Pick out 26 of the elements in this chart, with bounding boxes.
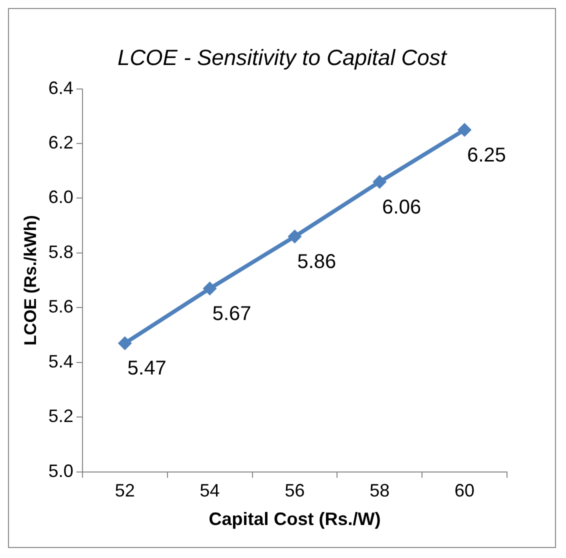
data-label: 5.47 (127, 358, 166, 380)
point (458, 122, 472, 137)
x-tick-label: 52 (114, 480, 135, 501)
y-tick-label: 6.2 (48, 132, 74, 152)
y-tick-label: 5.2 (48, 406, 74, 426)
point (118, 336, 132, 350)
data-label: 5.86 (297, 251, 336, 274)
x-tick-label: 58 (370, 480, 390, 501)
point (372, 174, 387, 189)
x-tick-label: 56 (284, 480, 305, 501)
data-label: 5.67 (212, 303, 252, 326)
y-tick-label: 5.0 (48, 460, 74, 481)
x-tick-label: 60 (454, 480, 475, 501)
point (288, 230, 302, 244)
y-tick-label: 5.6 (48, 296, 74, 317)
y-tick-label: 5.8 (48, 242, 74, 262)
y-tick-label: 6.0 (48, 187, 74, 208)
y-axis-title: LCOE (Rs./kWh) (20, 215, 40, 346)
x-axis-title: Capital Cost (Rs./W) (208, 509, 381, 530)
data-label: 6.25 (467, 144, 506, 166)
x-tick-label: 54 (200, 480, 220, 501)
point (202, 282, 217, 296)
y-tick-label: 5.4 (48, 351, 74, 372)
data-label: 6.06 (382, 196, 422, 218)
y-tick-label: 6.4 (48, 78, 74, 98)
chart-title: LCOE - Sensitivity to Capital Cost (116, 45, 448, 72)
